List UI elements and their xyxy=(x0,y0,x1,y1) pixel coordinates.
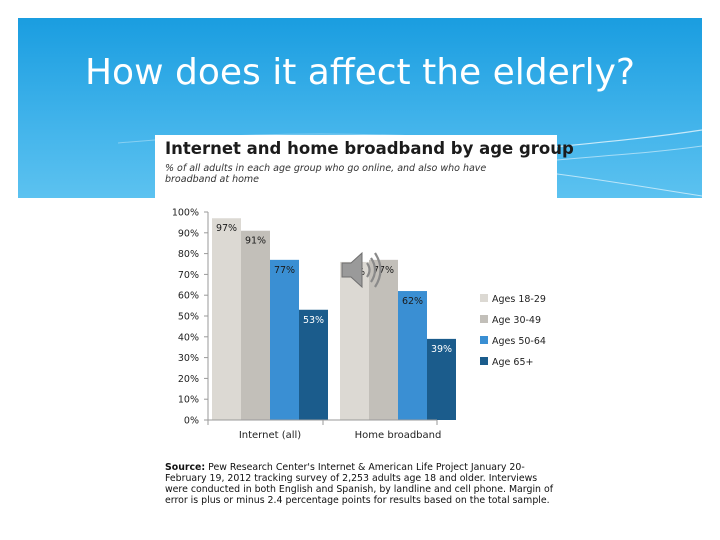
y-tick-label: 60% xyxy=(178,291,199,302)
y-tick-label: 70% xyxy=(178,270,199,281)
y-axis: 0% 10% 20% 30% 40% 50% 60% 70% 80% 90% 100% xyxy=(172,208,209,427)
y-tick-label: 90% xyxy=(178,228,199,239)
bar xyxy=(241,230,270,420)
legend-label: Ages 50-64 xyxy=(492,336,546,347)
x-axis: Internet (all) Home broadband xyxy=(207,419,442,441)
legend-swatch xyxy=(480,357,488,365)
y-tick-label: 20% xyxy=(178,374,199,385)
bar-value-label: 39% xyxy=(431,344,452,355)
bar-value-label: 77% xyxy=(373,265,394,276)
bar xyxy=(369,259,398,420)
chart-panel: 0% 10% 20% 30% 40% 50% 60% 70% 80% 90% 100% 97% 91%… xyxy=(155,135,574,520)
bar xyxy=(270,259,299,420)
legend-swatch xyxy=(480,315,488,323)
bar-value-label: 62% xyxy=(402,296,423,307)
bar-value-label: 77% xyxy=(274,265,295,276)
speaker-icon[interactable] xyxy=(338,248,386,292)
source-text: Pew Research Center's Internet & America… xyxy=(165,462,554,506)
slide-title: How does it affect the elderly? xyxy=(84,52,636,93)
bar xyxy=(398,291,427,420)
y-tick-label: 10% xyxy=(178,395,199,406)
legend-swatch xyxy=(480,336,488,344)
x-category-label: Internet (all) xyxy=(239,430,301,441)
chart-subtitle: % of all adults in each age group who go… xyxy=(165,163,487,185)
y-tick-label: 50% xyxy=(178,312,199,323)
legend-label: Age 65+ xyxy=(492,357,533,368)
legend: Ages 18-29 Age 30-49 Ages 50-64 Age 65+ xyxy=(480,294,546,368)
bar-value-label: 53% xyxy=(303,315,324,326)
bar xyxy=(299,309,328,420)
chart-title: Internet and home broadband by age group xyxy=(165,139,574,158)
legend-label: Age 30-49 xyxy=(492,315,541,326)
source-note: Source: Pew Research Center's Internet &… xyxy=(165,462,553,506)
y-tick-label: 0% xyxy=(184,416,199,427)
bar-value-label: 97% xyxy=(216,223,237,234)
bar xyxy=(212,218,241,420)
y-tick-label: 80% xyxy=(178,249,199,260)
legend-swatch xyxy=(480,294,488,302)
bars: 97%91%77%53%76%77%62%39% xyxy=(212,218,456,420)
bar xyxy=(427,338,456,420)
bar xyxy=(340,261,369,420)
source-label: Source: xyxy=(165,462,206,473)
bar-value-label: 91% xyxy=(245,236,266,247)
legend-label: Ages 18-29 xyxy=(492,294,546,305)
y-tick-label: 30% xyxy=(178,353,199,364)
y-tick-label: 100% xyxy=(172,208,199,219)
y-tick-label: 40% xyxy=(178,332,199,343)
x-category-label: Home broadband xyxy=(355,430,442,441)
bar-chart: 0% 10% 20% 30% 40% 50% 60% 70% 80% 90% 100% 97% 91%… xyxy=(172,208,546,442)
